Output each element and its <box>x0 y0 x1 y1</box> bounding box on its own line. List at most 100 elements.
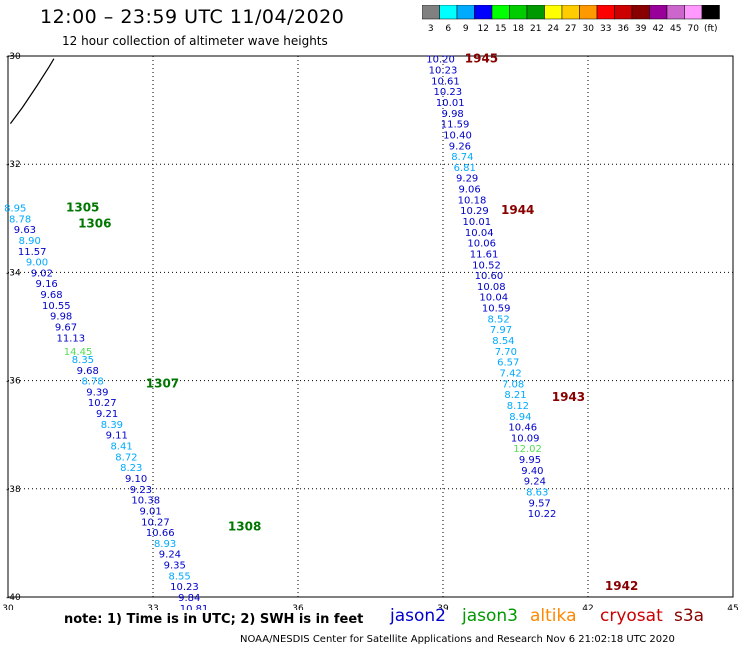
y-tick-label: -32 <box>6 160 21 170</box>
wave-height-label: 10.52 <box>472 260 501 271</box>
wave-height-label: 9.39 <box>86 387 108 398</box>
wave-height-label: 8.78 <box>81 377 103 388</box>
satellite-s3a: s3a <box>674 606 705 626</box>
wave-height-label: 9.26 <box>449 141 471 152</box>
wave-height-label: 9.29 <box>456 174 478 185</box>
wave-height-label: 9.02 <box>31 268 53 279</box>
wave-height-label: 7.08 <box>502 379 524 390</box>
wave-height-label: 8.74 <box>451 152 473 163</box>
wave-height-label: 7.42 <box>500 368 522 379</box>
time-label: 1305 <box>66 200 99 214</box>
legend-label: 39 <box>635 24 647 34</box>
wave-height-label: 10.66 <box>146 528 175 539</box>
legend-label: 21 <box>530 24 541 34</box>
wave-height-label: 8.12 <box>507 401 529 412</box>
wave-height-label: 8.41 <box>110 442 132 453</box>
y-tick-label: -36 <box>6 377 21 387</box>
x-tick-label: 33 <box>147 604 158 610</box>
satellite-altika: altika <box>530 606 577 626</box>
wave-height-label: 10.01 <box>463 217 492 228</box>
wave-height-label: 9.10 <box>125 474 147 485</box>
wave-height-label: 9.98 <box>50 312 72 323</box>
chart-subtitle: 12 hour collection of altimeter wave hei… <box>62 34 328 48</box>
time-label: 1945 <box>465 52 498 66</box>
wave-height-label: 11.61 <box>470 249 499 260</box>
time-label: 1307 <box>146 376 179 390</box>
wave-height-label: 8.93 <box>154 539 176 550</box>
legend-label: 3 <box>428 24 434 34</box>
wave-height-label: 8.23 <box>120 463 142 474</box>
wave-height-label: 10.23 <box>434 87 463 98</box>
wave-height-label: 9.95 <box>519 455 541 466</box>
x-tick-label: 42 <box>582 604 593 610</box>
chart-title: 12:00 – 23:59 UTC 11/04/2020 <box>40 6 345 28</box>
wave-height-label: 10.04 <box>465 228 494 239</box>
legend-label: 30 <box>583 24 595 34</box>
wave-height-label: 10.08 <box>477 282 506 293</box>
wave-height-label: 6.57 <box>497 358 519 369</box>
wave-height-label: 8.78 <box>9 214 31 225</box>
time-label: 1306 <box>78 217 111 231</box>
wave-height-label: 10.22 <box>528 509 557 520</box>
wave-height-label: 11.13 <box>57 333 86 344</box>
legend-label: 18 <box>513 24 525 34</box>
wave-height-label: 9.24 <box>159 550 181 561</box>
wave-height-label: 9.16 <box>36 279 58 290</box>
wave-height-label: 10.06 <box>467 239 496 250</box>
wave-height-label: 9.57 <box>529 498 551 509</box>
y-tick-label: -34 <box>6 268 21 278</box>
wave-height-label: 6.81 <box>454 163 476 174</box>
wave-height-label: 8.72 <box>115 452 137 463</box>
wave-height-label: 8.54 <box>492 336 514 347</box>
wave-height-label: 10.81 <box>180 604 209 610</box>
wave-height-label: 8.21 <box>504 390 526 401</box>
wave-height-label: 10.18 <box>458 195 487 206</box>
wave-height-label: 10.60 <box>475 271 504 282</box>
legend-label: 36 <box>618 24 630 34</box>
x-tick-label: 39 <box>437 604 449 610</box>
legend-label: 70 <box>688 24 700 34</box>
y-tick-label: -40 <box>6 593 21 603</box>
plot-frame <box>7 55 734 598</box>
wave-height-label: 8.63 <box>526 488 548 499</box>
legend-label: 12 <box>478 24 489 34</box>
legend-label: 15 <box>495 24 506 34</box>
legend-label: 45 <box>670 24 681 34</box>
wave-height-label: 9.67 <box>55 323 77 334</box>
wave-height-label: 9.68 <box>77 366 99 377</box>
wave-height-label: 8.94 <box>509 412 531 423</box>
wave-height-label: 10.04 <box>479 293 508 304</box>
wave-height-label: 10.23 <box>429 66 458 77</box>
wave-height-label: 10.23 <box>170 582 199 593</box>
legend-label: (ft) <box>704 24 718 34</box>
coastline <box>9 58 55 124</box>
wave-height-label: 10.20 <box>426 55 455 66</box>
time-label: 1308 <box>228 520 261 534</box>
y-tick-label: -38 <box>6 485 21 495</box>
color-legend: 3 6 9 12 15 18 21 24 27 30 33 36 39 42 45 70 (ft) <box>422 5 720 34</box>
wave-height-label: 10.09 <box>511 433 540 444</box>
wave-height-label: 7.97 <box>490 325 512 336</box>
wave-height-label: 11.59 <box>441 120 470 131</box>
wave-height-label: 8.39 <box>101 420 123 431</box>
credit-line: NOAA/NESDIS Center for Satellite Applica… <box>240 634 675 645</box>
legend-label: 42 <box>653 24 664 34</box>
wave-height-label: 10.38 <box>131 496 160 507</box>
wave-height-label: 9.01 <box>139 506 161 517</box>
legend-label: 33 <box>600 24 611 34</box>
wave-height-label: 9.11 <box>106 431 128 442</box>
wave-height-label: 10.40 <box>443 130 472 141</box>
wave-height-label: 8.35 <box>72 355 94 366</box>
wave-height-label: 9.84 <box>178 593 200 604</box>
wave-height-label: 8.55 <box>168 571 190 582</box>
wave-height-label: 9.98 <box>442 109 464 120</box>
x-tick-label: 45 <box>727 604 738 610</box>
legend-label: 27 <box>565 24 576 34</box>
wave-height-label: 9.35 <box>164 561 186 572</box>
wave-height-label: 9.63 <box>14 225 36 236</box>
legend-label: 6 <box>445 24 451 34</box>
x-tick-label: 36 <box>292 604 304 610</box>
wave-height-label: 12.02 <box>513 444 542 455</box>
wave-height-label: 10.27 <box>141 517 170 528</box>
wave-height-label: 8.95 <box>4 203 26 214</box>
